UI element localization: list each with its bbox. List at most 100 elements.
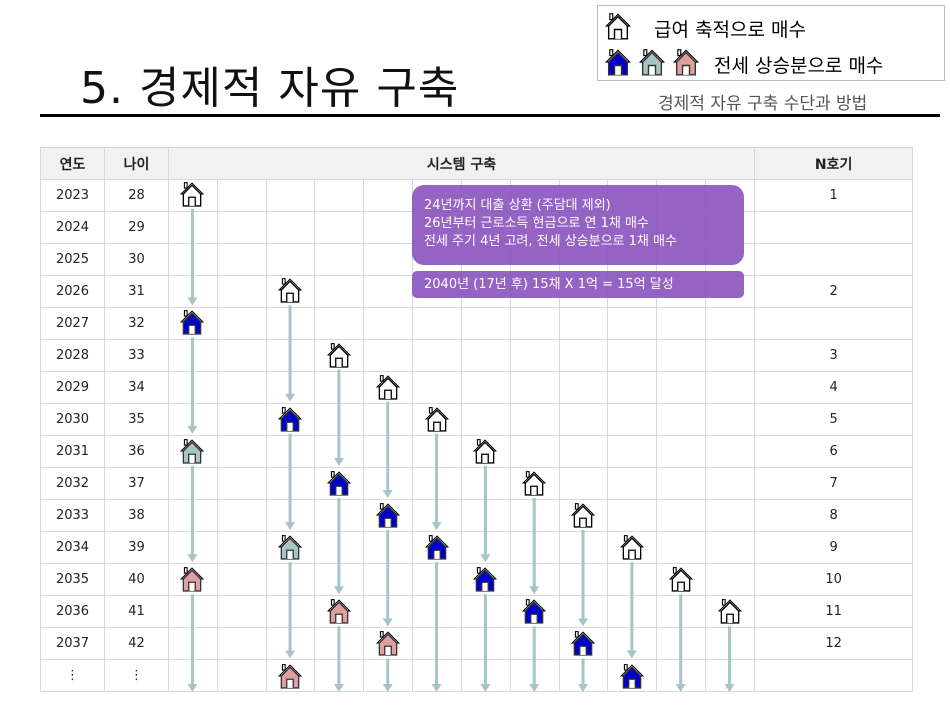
- system-cell: [216, 659, 267, 692]
- system-cell: [216, 307, 267, 340]
- system-cell: [216, 499, 267, 532]
- note-line: 24년까지 대출 상환 (주담대 제외): [424, 198, 611, 213]
- system-cell: [656, 435, 707, 468]
- system-cell: [412, 371, 462, 404]
- year-cell: 2026: [40, 275, 105, 308]
- system-cell: [607, 563, 658, 596]
- system-cell: [460, 499, 511, 532]
- system-cell: [509, 563, 560, 596]
- system-cell: [363, 403, 414, 436]
- system-cell: [558, 435, 609, 468]
- n-cell: [754, 243, 914, 276]
- system-cell: [656, 467, 707, 500]
- system-cell: [656, 307, 707, 340]
- n-cell: 3: [754, 339, 914, 372]
- system-cell: [168, 531, 218, 564]
- year-cell: 2032: [40, 467, 105, 500]
- year-cell: 2034: [40, 531, 105, 564]
- header-system: 시스템 구축: [167, 147, 756, 180]
- title-divider: [40, 114, 940, 117]
- year-cell: 2036: [40, 595, 105, 628]
- age-cell: 41: [104, 595, 169, 628]
- system-cell: [412, 499, 462, 532]
- n-cell: 11: [754, 595, 914, 628]
- system-cell: [656, 595, 707, 628]
- legend-salary-label: 급여 축적으로 매수: [654, 19, 806, 41]
- system-cell: [509, 371, 560, 404]
- system-cell: [314, 627, 365, 660]
- system-cell: [314, 211, 365, 244]
- system-cell: [656, 371, 707, 404]
- system-cell: [705, 659, 756, 692]
- table-row: 2033 38 8: [40, 499, 914, 532]
- system-cell: [509, 339, 560, 372]
- system-cell: [314, 467, 365, 500]
- n-cell: 7: [754, 467, 914, 500]
- system-cell: [558, 563, 609, 596]
- system-cell: [705, 307, 756, 340]
- n-cell: 6: [754, 435, 914, 468]
- table-row: 2037 42 12: [40, 627, 914, 660]
- age-cell: 39: [104, 531, 169, 564]
- system-cell: [363, 275, 414, 308]
- system-cell: [460, 467, 511, 500]
- system-cell: [314, 339, 365, 372]
- system-cell: [168, 307, 218, 340]
- system-cell: [705, 595, 756, 628]
- age-cell: 38: [104, 499, 169, 532]
- n-cell: 9: [754, 531, 914, 564]
- system-cell: [656, 499, 707, 532]
- system-cell: [314, 307, 365, 340]
- system-cell: [168, 499, 218, 532]
- system-cell: [314, 243, 365, 276]
- n-cell: [754, 659, 914, 692]
- system-cell: [314, 659, 365, 692]
- system-cell: [509, 531, 560, 564]
- system-cell: [265, 179, 316, 212]
- table-row: 2035 40 10: [40, 563, 914, 596]
- system-cell: [607, 435, 658, 468]
- system-cell: [265, 307, 316, 340]
- system-cell: [656, 339, 707, 372]
- system-cell: [607, 627, 658, 660]
- header-year: 연도: [40, 147, 105, 180]
- system-cell: [265, 435, 316, 468]
- system-cell: [412, 563, 462, 596]
- system-cell: [460, 627, 511, 660]
- system-cell: [558, 595, 609, 628]
- system-cell: [216, 563, 267, 596]
- age-cell: ⋮: [104, 659, 169, 692]
- age-cell: 42: [104, 627, 169, 660]
- system-cell: [216, 339, 267, 372]
- grey-house-icon: [638, 48, 666, 81]
- system-cell: [607, 403, 658, 436]
- system-cell: [509, 467, 560, 500]
- legend-jeonse-label: 전세 상승분으로 매수: [714, 55, 884, 77]
- system-cell: [705, 339, 756, 372]
- age-cell: 36: [104, 435, 169, 468]
- note-line: 전세 주기 4년 고려, 전세 상승분으로 1채 매수: [424, 234, 677, 249]
- year-cell: 2024: [40, 211, 105, 244]
- system-cell: [265, 243, 316, 276]
- table-row: 2031 36 6: [40, 435, 914, 468]
- system-cell: [168, 371, 218, 404]
- system-cell: [363, 339, 414, 372]
- system-cell: [363, 659, 414, 692]
- system-cell: [558, 627, 609, 660]
- system-cell: [656, 659, 707, 692]
- system-cell: [265, 563, 316, 596]
- system-cell: [216, 403, 267, 436]
- system-cell: [607, 659, 658, 692]
- system-cell: [363, 563, 414, 596]
- system-cell: [265, 467, 316, 500]
- system-cell: [265, 659, 316, 692]
- system-cell: [412, 403, 462, 436]
- system-cell: [314, 435, 365, 468]
- year-cell: ⋮: [40, 659, 105, 692]
- system-cell: [265, 499, 316, 532]
- system-cell: [314, 403, 365, 436]
- system-cell: [460, 339, 511, 372]
- system-cell: [168, 659, 218, 692]
- system-cell: [607, 371, 658, 404]
- system-cell: [216, 531, 267, 564]
